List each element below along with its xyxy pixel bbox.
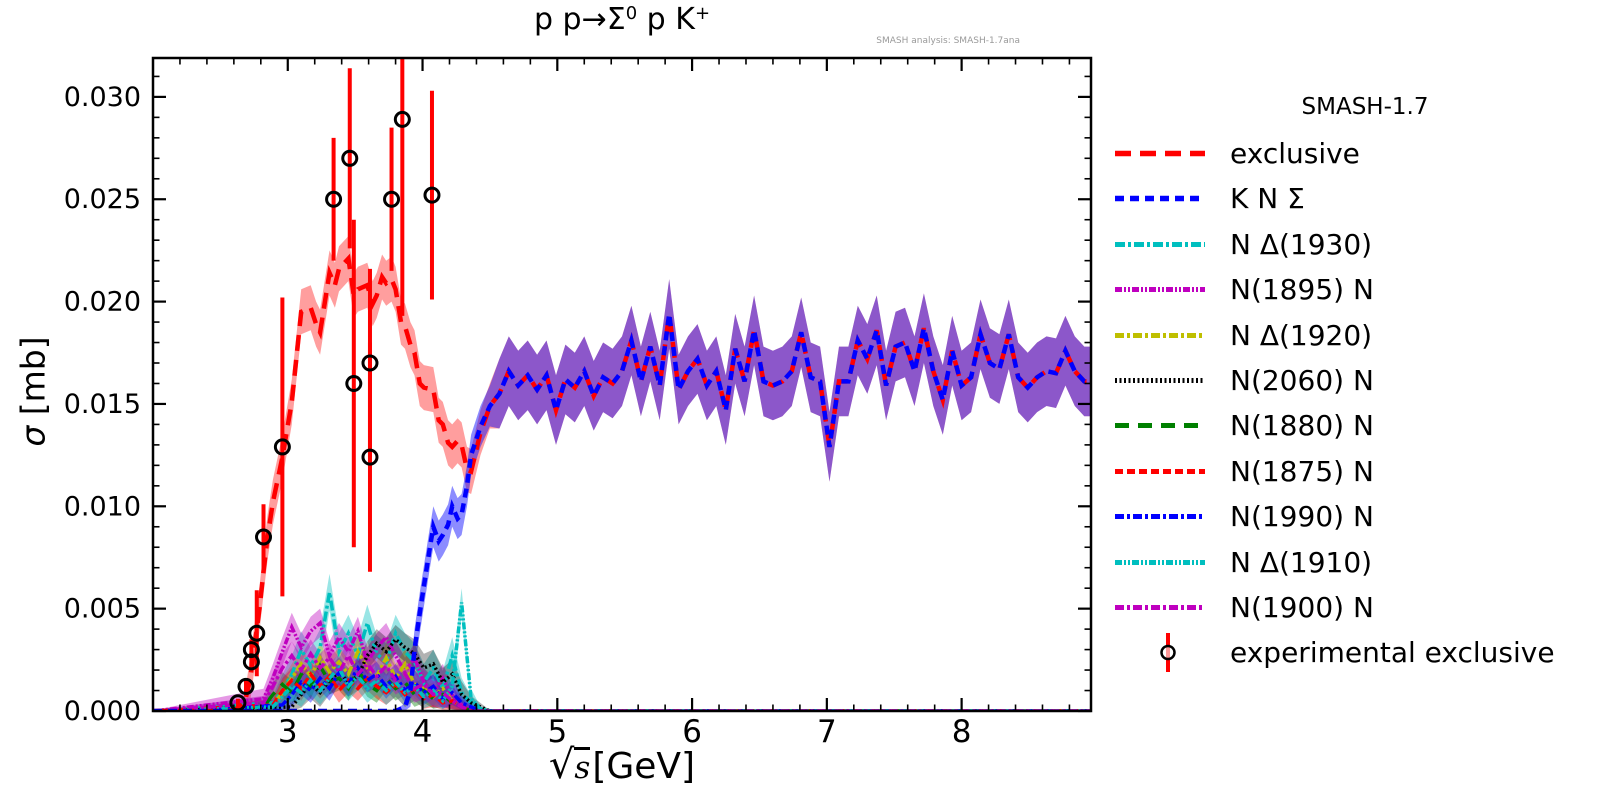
series-n1990-band [153,655,1091,711]
sigma-symbol: σ [13,425,53,447]
y-tick-label: 0.005 [64,594,141,625]
experimental-marker [255,528,273,546]
series-nd1930-band [153,573,1091,711]
legend-label: N(2060) N [1230,364,1374,397]
experimental-marker [361,448,379,466]
x-axis-label: √s[GeV] [153,742,1091,788]
line-style-icon [1115,514,1205,520]
line-style-icon [1115,287,1205,293]
x-tick-label: 8 [952,714,972,750]
plot-title: p p→Σ0 p K+ [153,2,1091,37]
line-style-icon [1115,150,1205,157]
title-part: p p→Σ [533,2,626,37]
y-tick-label: 0.020 [64,287,141,318]
series-knsigma-line [153,313,1091,711]
errorbar-marker-icon [1160,633,1176,673]
line-style-icon [1115,378,1205,383]
legend-label: exclusive [1230,137,1360,170]
x-tick-label: 7 [817,714,837,750]
experimental-marker [325,190,343,208]
plot-frame: 3 4 5 6 7 8 0.000 0.005 0.010 0.015 0.020 0.025 0.03… [64,56,1093,750]
line-style-icon [1115,332,1205,338]
experimental-marker [242,653,260,671]
series-nd1910-band [153,588,1091,711]
experimental-marker [237,677,255,695]
legend-label: N Δ(1920) [1230,318,1373,352]
experimental-marker [393,110,411,128]
legend-entry-n1895: N(1895) N [1112,267,1374,312]
y-tick-label: 0.010 [64,491,141,522]
series-n1875-line [153,671,1091,711]
line-style-icon [1115,241,1205,247]
x-tick-label: 5 [547,714,567,750]
line-style-icon [1115,468,1205,474]
experimental-marker [423,186,441,204]
line-style-icon [1115,559,1205,565]
line-style-icon [1115,423,1205,429]
legend-label: N Δ(1930) [1230,227,1373,261]
line-style-icon [1115,196,1205,202]
title-superscript: 0 [625,3,638,25]
legend-entry-nd1920: N Δ(1920) [1112,313,1372,358]
line-style-icon [1115,605,1205,610]
y-tick-label: 0.030 [64,82,141,113]
legend-entry-n1880: N(1880) N [1112,403,1374,448]
y-tick-label: 0.025 [64,184,141,215]
plot-data-layer [153,58,1091,711]
y-axis-unit: [mb] [13,336,53,426]
legend-entry-experimental: experimental exclusive [1112,630,1555,675]
x-axis-unit: [GeV] [592,746,696,787]
experimental-marker [273,438,291,456]
series-nd1930-line [153,592,1091,711]
legend-entry-n1900: N(1900) N [1112,585,1374,630]
series-n1895-band [153,608,1091,711]
x-tick-label: 6 [682,714,702,750]
x-tick-label: 4 [413,714,433,750]
legend-entry-knsigma: K N Σ [1112,176,1305,221]
title-part: p K [637,2,695,37]
sqrt-argument: s [574,747,591,786]
experimental-marker [383,190,401,208]
legend-label: N(1895) N [1230,273,1374,307]
y-axis-label: σ [mb] [14,312,53,472]
legend-label: experimental exclusive [1230,636,1555,670]
experimental-marker [248,624,266,642]
legend-label: N(1875) N [1230,454,1374,488]
legend-label: K N Σ [1230,182,1305,216]
sqrt-radical: √ [548,742,575,788]
series-nd1920-band [153,637,1091,711]
analysis-annotation: SMASH analysis: SMASH-1.7ana [876,36,1020,46]
experimental-marker [345,374,363,392]
experimental-marker [242,641,260,659]
legend-label: N(1880) N [1230,409,1374,443]
series-n1900-line [153,650,1091,711]
title-superscript: + [694,3,711,25]
legend-label: N(1900) N [1230,591,1374,624]
legend-entry-nd1930: N Δ(1930) [1112,222,1372,267]
y-tick-label: 0.015 [64,389,141,420]
series-n1880-band [153,653,1091,711]
legend-label: N(1990) N [1230,500,1374,534]
legend-title: SMASH-1.7 [1301,94,1429,120]
series-n1990-line [153,664,1091,711]
legend-entry-n2060: N(2060) N [1112,358,1374,403]
legend-entry-nd1910: N Δ(1910) [1112,540,1372,585]
y-tick-label: 0.000 [64,696,141,727]
experimental-marker [361,354,379,372]
series-n2060-band [153,625,1091,711]
legend-entry-n1990: N(1990) N [1112,494,1374,539]
legend-entry-n1875: N(1875) N [1112,449,1374,494]
experimental-marker [341,149,359,167]
legend-entry-exclusive: exclusive [1112,131,1360,176]
series-n1880-line [153,662,1091,711]
legend-label: N Δ(1910) [1230,545,1373,579]
x-tick-label: 3 [278,714,298,750]
series-n1875-band [153,661,1091,711]
